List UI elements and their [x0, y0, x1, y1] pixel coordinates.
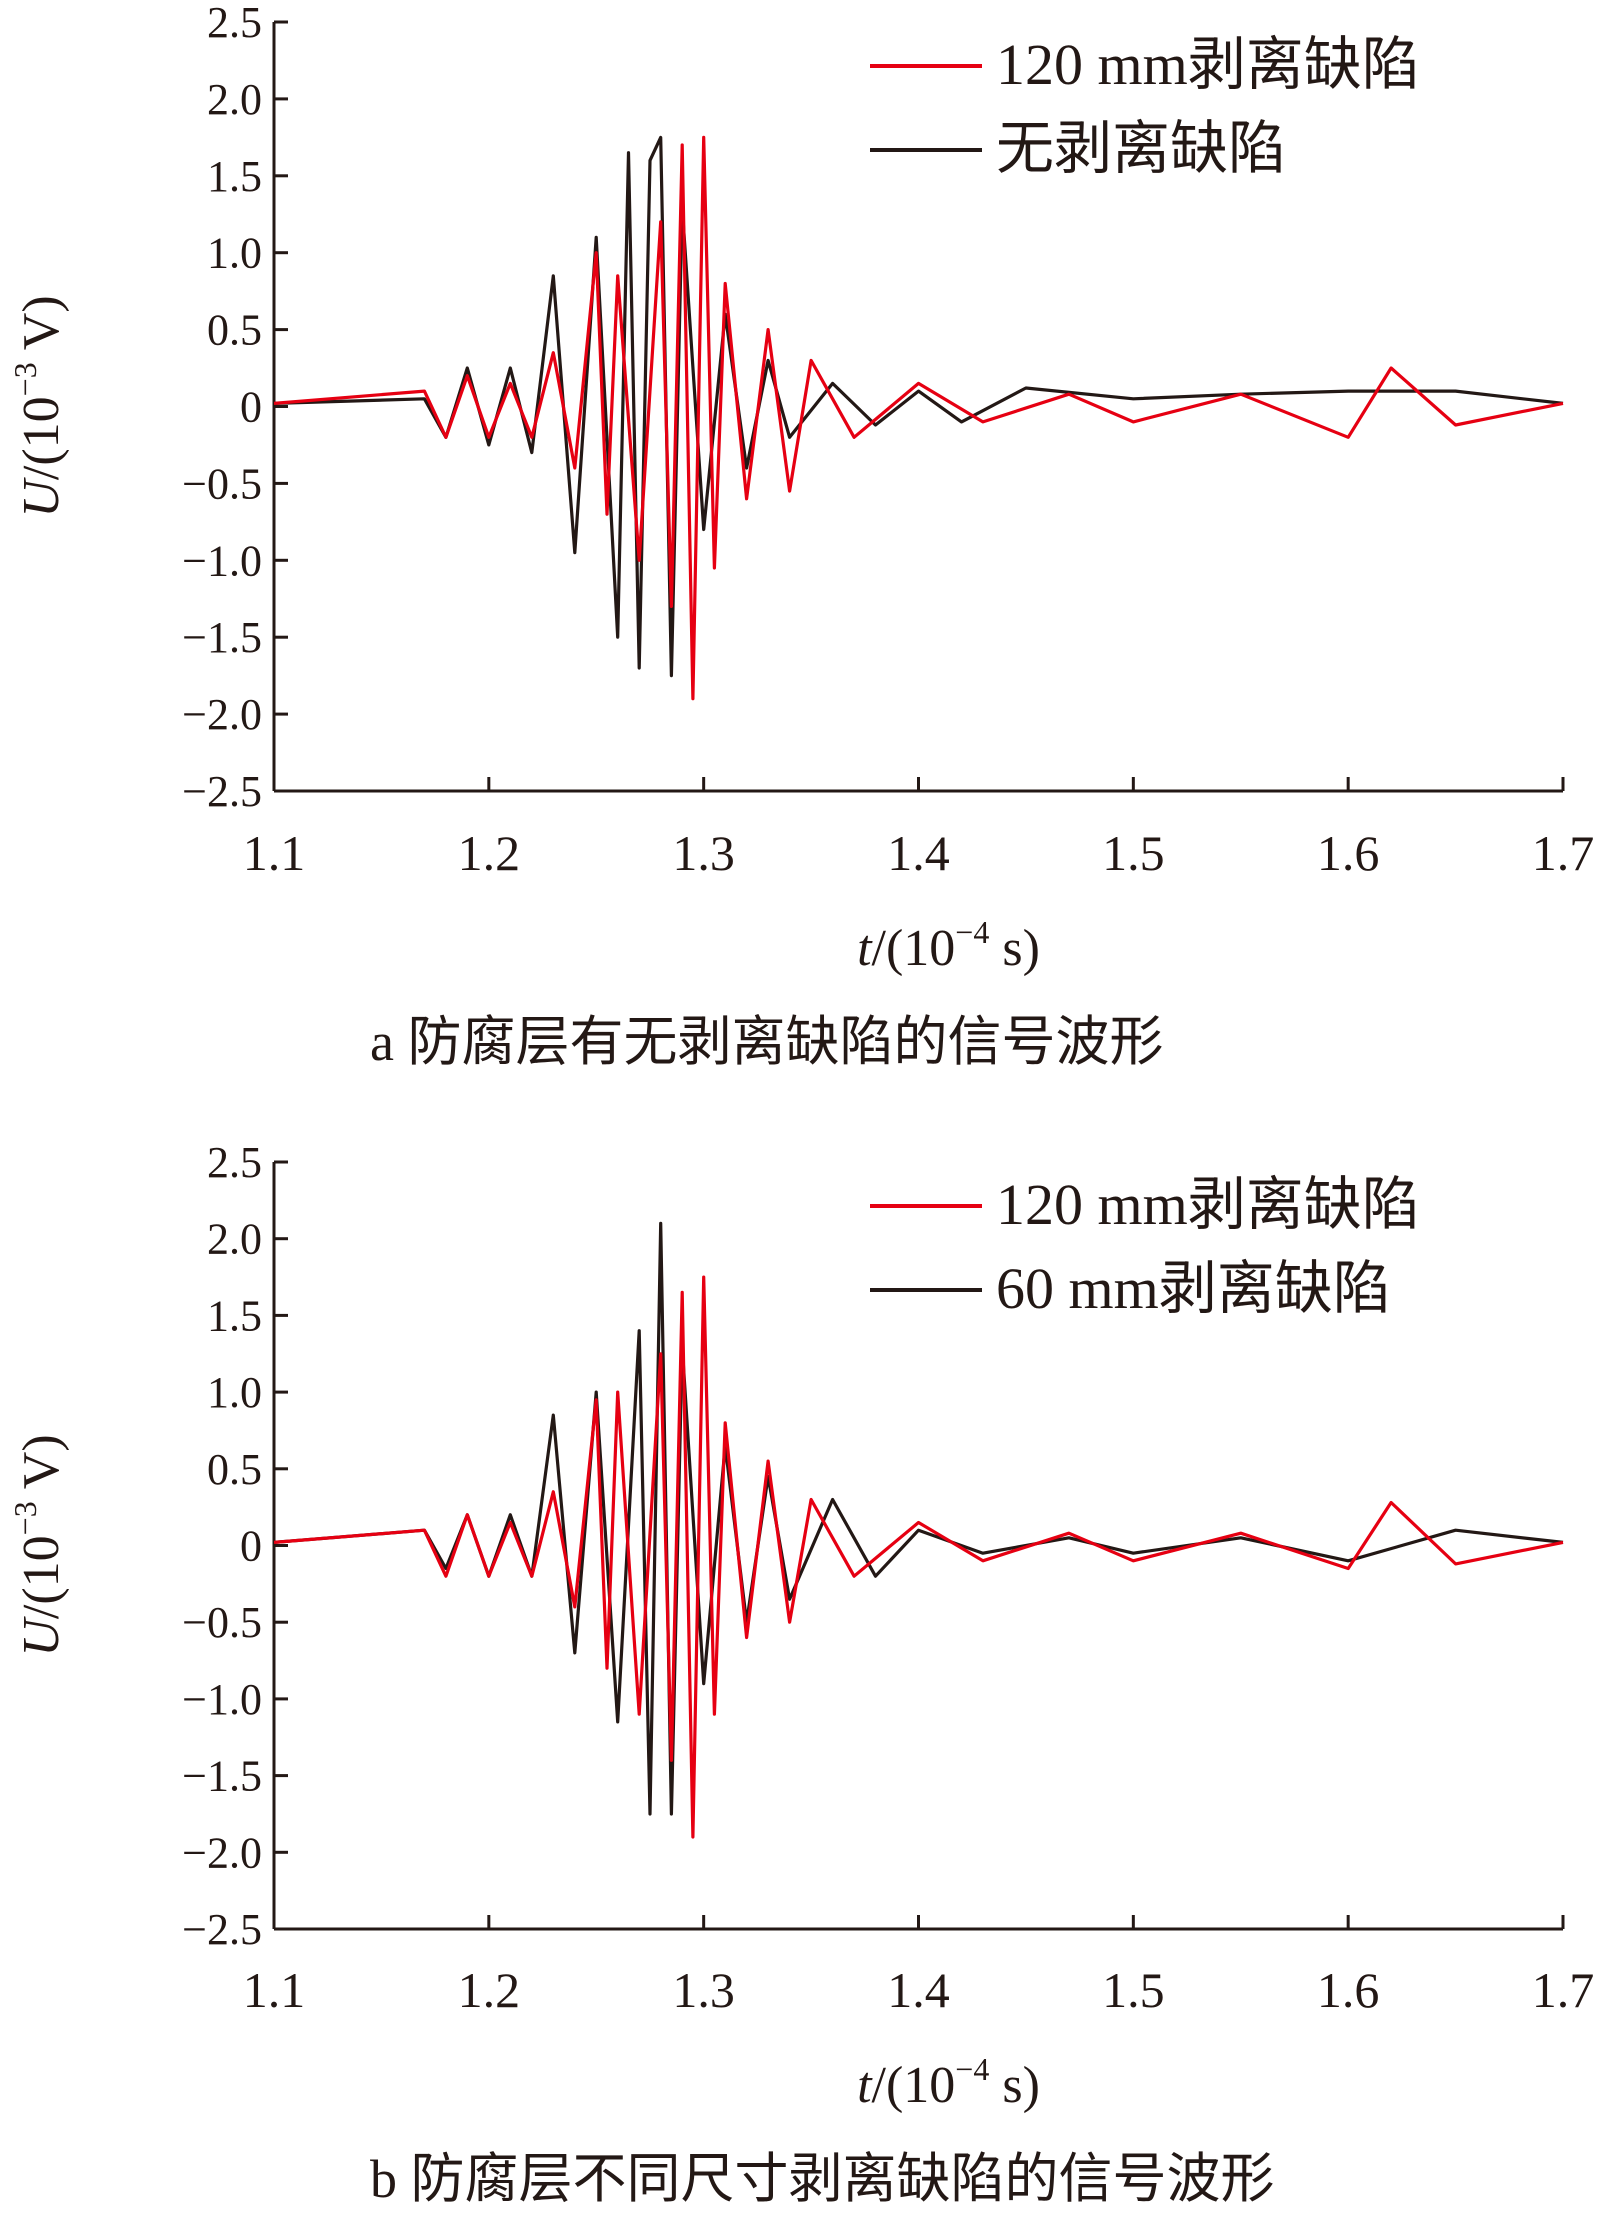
y-tick-label: 0	[240, 1522, 262, 1571]
x-tick-label: 1.4	[887, 1962, 950, 2018]
series-line-1	[273, 135, 1564, 701]
y-tick-label: 2.5	[207, 1138, 262, 1187]
x-tick-label: 1.7	[1532, 825, 1595, 881]
y-tick-label: −1.0	[182, 1675, 262, 1724]
legend-label: 60 mm剥离缺陷	[996, 1256, 1391, 1321]
y-tick-label: −0.5	[182, 459, 262, 508]
y-axis-unit-close: V)	[13, 295, 70, 362]
y-tick-label: 1.0	[207, 229, 262, 278]
y-axis-exp: −3	[7, 362, 43, 396]
x-tick-label: 1.1	[243, 1962, 306, 2018]
y-tick-label: −2.0	[182, 1828, 262, 1877]
x-axis-unit-close: s)	[989, 2057, 1040, 2114]
y-tick-label: −1.5	[182, 613, 262, 662]
x-tick-label: 1.3	[672, 825, 735, 881]
figure-caption: b 防腐层不同尺寸剥离缺陷的信号波形	[370, 2149, 1275, 2209]
y-axis-unit-open: /(10	[13, 396, 70, 480]
x-tick-label: 1.6	[1317, 1962, 1380, 2018]
y-tick-label: −1.0	[182, 536, 262, 585]
x-axis-var: t	[857, 920, 873, 977]
x-tick-label: 1.2	[458, 825, 521, 881]
x-axis-unit-close: s)	[989, 920, 1040, 977]
chart-panel-b: 2.5 2.0 1.5 1.0 0.5 0 −0.5 −1.0 −1.5 −2.0 −2.5 1.1 1…	[7, 1138, 1594, 2209]
y-tick-label: 2.5	[207, 0, 262, 47]
y-axis-unit-close: V)	[13, 1434, 70, 1501]
series-line-1	[273, 1275, 1564, 1839]
y-tick-label: −2.0	[182, 690, 262, 739]
x-tick-label: 1.5	[1102, 825, 1165, 881]
x-tick-label: 1.1	[243, 825, 306, 881]
y-tick-label: 0.5	[207, 306, 262, 355]
legend-label: 无剥离缺陷	[996, 116, 1286, 181]
figure-caption: a 防腐层有无剥离缺陷的信号波形	[370, 1012, 1163, 1072]
x-tick-label: 1.7	[1532, 1962, 1595, 2018]
legend-label: 120 mm剥离缺陷	[996, 32, 1420, 97]
y-tick-label: −0.5	[182, 1598, 262, 1647]
x-axis-exp: −4	[955, 2051, 989, 2087]
x-tick-label: 1.4	[887, 825, 950, 881]
x-tick-label: 1.6	[1317, 825, 1380, 881]
x-axis-title: t/(10−4 s)	[857, 2051, 1040, 2114]
y-axis-unit-open: /(10	[13, 1535, 70, 1619]
y-axis-var: U	[13, 1616, 70, 1657]
y-tick-label: 1.0	[207, 1368, 262, 1417]
y-axis-title: U/(10−3 V)	[7, 295, 70, 517]
y-axis-title: U/(10−3 V)	[7, 1434, 70, 1656]
y-tick-label: 1.5	[207, 152, 262, 201]
x-axis-title: t/(10−4 s)	[857, 914, 1040, 977]
y-tick-label: 0	[240, 383, 262, 432]
chart-panel-a: 2.5 2.0 1.5 1.0 0.5 0 −0.5 −1.0 −1.5 −2.0 −2.5 1.1 1…	[7, 0, 1594, 1072]
y-tick-label: 2.0	[207, 1215, 262, 1264]
x-tick-label: 1.3	[672, 1962, 735, 2018]
series-line-0	[273, 135, 1564, 678]
y-axis-exp: −3	[7, 1501, 43, 1535]
y-tick-label: −2.5	[182, 1905, 262, 1954]
y-axis-var: U	[13, 477, 70, 518]
y-tick-label: 1.5	[207, 1291, 262, 1340]
y-tick-label: 2.0	[207, 75, 262, 124]
y-tick-label: 0.5	[207, 1445, 262, 1494]
x-axis-unit-open: /(10	[872, 2057, 956, 2114]
y-tick-label: −1.5	[182, 1752, 262, 1801]
x-axis-unit-open: /(10	[872, 920, 956, 977]
x-axis-var: t	[857, 2057, 873, 2114]
x-axis-exp: −4	[955, 914, 989, 950]
x-tick-label: 1.2	[458, 1962, 521, 2018]
x-tick-label: 1.5	[1102, 1962, 1165, 2018]
legend-label: 120 mm剥离缺陷	[996, 1172, 1420, 1237]
y-tick-label: −2.5	[182, 767, 262, 816]
